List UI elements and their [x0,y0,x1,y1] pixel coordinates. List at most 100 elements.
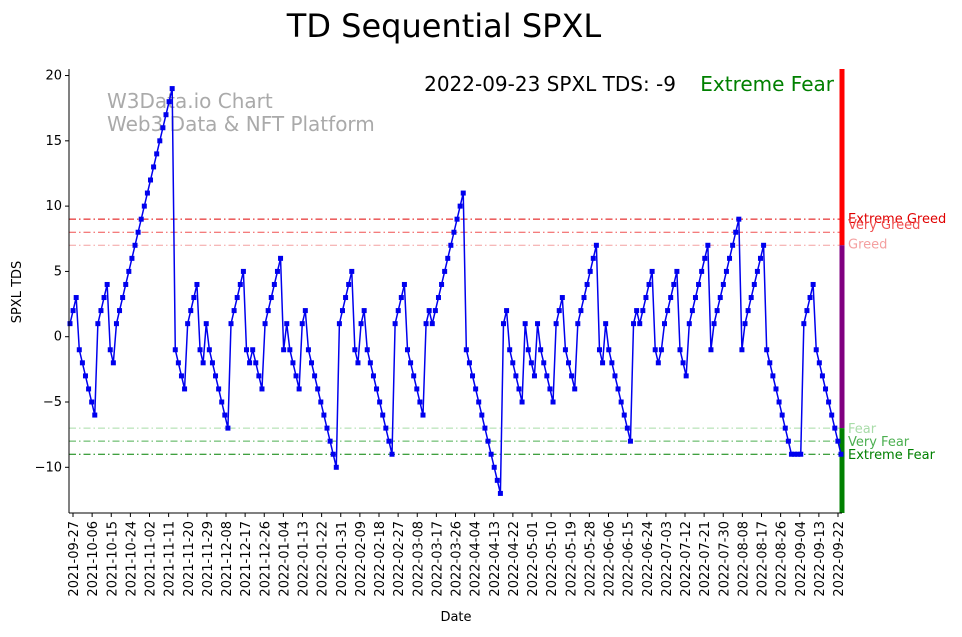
data-point [203,321,209,327]
data-point [377,399,383,405]
data-point [420,412,426,418]
data-point [819,373,825,379]
data-point [448,242,454,248]
y-tick-label: −5 [43,395,62,410]
data-point [200,360,206,366]
data-point [228,321,234,327]
data-point [151,164,157,170]
data-point [423,321,429,327]
data-point [788,451,794,457]
data-point [364,347,370,353]
y-tick-label: 20 [45,69,62,84]
data-point [343,295,349,301]
data-point [727,255,733,261]
data-point [411,373,417,379]
data-point [609,360,615,366]
annotation-text: 2022-09-23 SPXL TDS: -9 [424,72,676,96]
x-tick-label: 2022-04-22 [507,521,522,597]
x-tick-label: 2021-11-11 [163,521,178,597]
data-point [457,203,463,209]
data-point [745,308,751,314]
data-point [219,399,225,405]
data-point [426,308,432,314]
data-point [107,347,113,353]
data-point [466,360,472,366]
data-point [714,308,720,314]
data-point [389,451,395,457]
x-tick-label: 2022-09-22 [832,521,847,597]
data-point [761,242,767,248]
data-point [587,268,593,274]
data-point [445,255,451,261]
x-tick-label: 2022-01-13 [297,521,312,597]
data-point [692,295,698,301]
data-point [767,360,773,366]
data-point [256,373,262,379]
data-point [550,399,556,405]
data-point [293,373,299,379]
data-point [395,308,401,314]
data-point [197,347,203,353]
y-tick-label: 15 [45,134,62,149]
x-tick-label: 2021-11-29 [201,521,216,597]
data-point [104,281,110,287]
x-tick-label: 2021-10-24 [124,521,139,597]
data-point [519,399,525,405]
data-point [705,242,711,248]
data-point [82,373,88,379]
data-point [380,412,386,418]
data-point [559,295,565,301]
x-tick-label: 2021-10-06 [86,521,101,597]
data-point [309,360,315,366]
data-point [680,360,686,366]
data-point [169,86,175,92]
data-point [671,281,677,287]
data-point [776,399,782,405]
data-point [89,399,95,405]
data-point [206,347,212,353]
data-point [417,399,423,405]
data-point [689,308,695,314]
data-point [553,321,559,327]
data-point [324,425,330,431]
data-point [98,308,104,314]
data-point [562,347,568,353]
data-point [544,373,550,379]
x-tick-label: 2022-08-17 [756,521,771,597]
data-point [408,360,414,366]
data-point [250,347,256,353]
data-point [810,281,816,287]
data-point [491,464,497,470]
data-point [485,438,491,444]
y-tick-label: −10 [35,460,62,475]
data-point [736,216,742,222]
data-point [144,190,150,196]
data-point [278,255,284,261]
threshold-label-very-fear: Very Fear [848,435,910,450]
data-point [754,268,760,274]
data-point [113,321,119,327]
x-tick-label: 2022-05-10 [545,521,560,597]
data-point [470,373,476,379]
threshold-label-very-greed: Very Greed [848,218,920,233]
data-point [556,308,562,314]
data-point [686,321,692,327]
data-point [497,490,503,496]
x-tick-label: 2022-08-26 [775,521,790,597]
x-tick-label: 2022-02-09 [354,521,369,597]
data-point [711,321,717,327]
x-tick-label: 2021-12-26 [258,521,273,597]
watermark-line-1: W3Data.io Chart [107,89,273,113]
data-point [757,255,763,261]
data-point [683,373,689,379]
data-point [513,373,519,379]
data-point [67,321,73,327]
data-point [123,281,129,287]
data-point [720,281,726,287]
data-point [358,321,364,327]
data-point [504,308,510,314]
data-point [733,229,739,235]
x-tick-label: 2022-02-27 [392,521,407,597]
data-point [652,347,658,353]
data-point [835,438,841,444]
